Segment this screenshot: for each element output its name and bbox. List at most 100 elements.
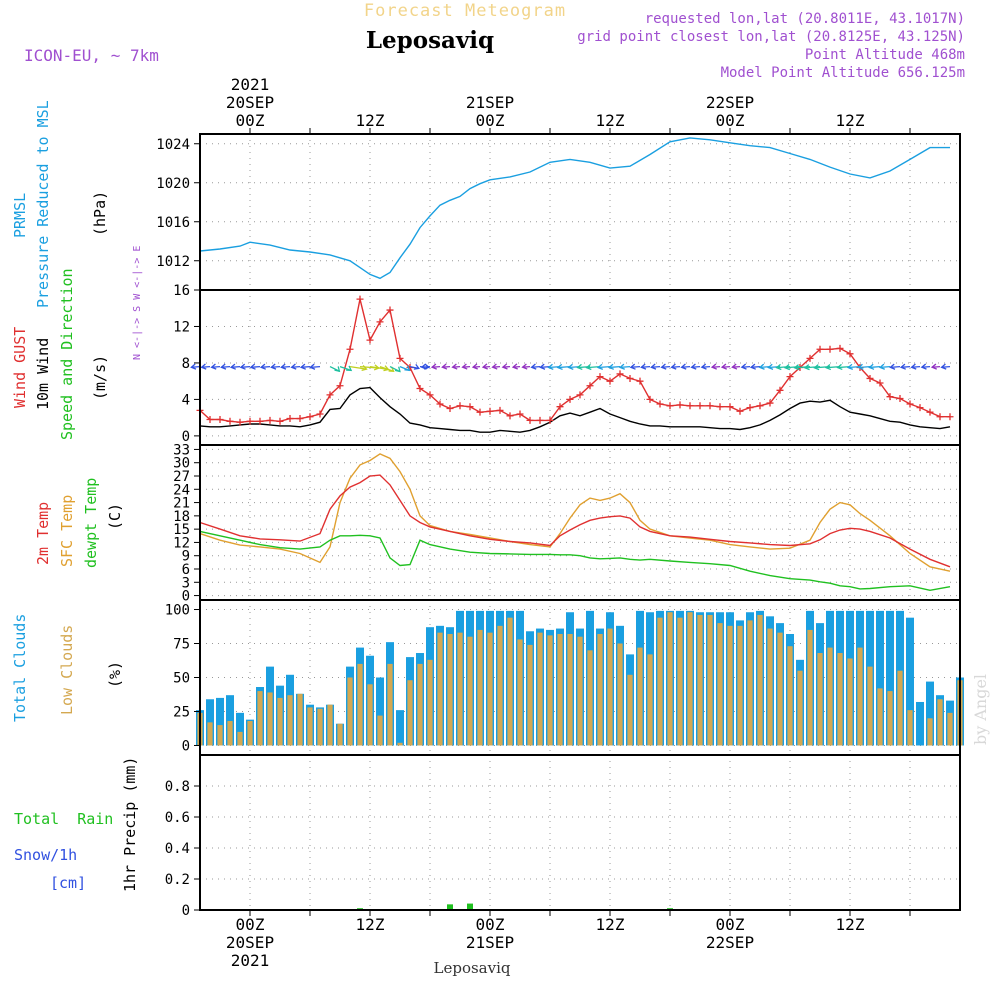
gust-marker [356,295,364,303]
rain-bar [467,903,473,910]
wind-direction-arrow [349,365,367,370]
y-tick-label: 33 [173,442,190,458]
gust-marker [546,416,554,424]
gust-marker [906,400,914,408]
low-clouds-bar [807,629,813,746]
low-clouds-bar [827,647,833,746]
gust-marker [736,407,744,415]
total-clouds-label: Total Clouds [11,614,29,722]
wind-arrow-head [899,363,906,370]
low-clouds-bar [947,712,953,746]
wind-arrow-head [824,363,832,371]
total-clouds-bar [376,677,384,746]
wind-direction-arrow [837,365,851,369]
gust-marker [826,345,834,353]
low-clouds-bar [267,692,273,746]
wind-arrow-head [813,364,820,371]
low-clouds-bar [387,663,393,746]
gust-marker [486,407,494,415]
wind-arrow-head [910,363,917,370]
low-clouds-bar [797,670,803,746]
snow-unit: [cm] [50,874,86,892]
pressure-label-line1: PRMSL [11,193,29,238]
low-clouds-bar [407,680,413,746]
gust-marker [606,377,614,385]
wind-arrow-head [229,363,236,370]
gust-marker [396,354,404,362]
y-tick-label: 1012 [156,254,190,270]
bottom-time-label: 20SEP [226,933,274,952]
low-clouds-bar [857,647,863,746]
gust-marker [516,410,524,418]
top-time-label: 12Z [356,111,385,130]
y-tick-label: 0 [182,903,190,919]
grid-point-coords: grid point closest lon,lat (20.8125E, 43… [577,29,965,45]
wind-arrow-head [720,363,727,370]
wind-arrow-head [878,363,886,370]
wind-direction-arrow [240,365,251,368]
wind-direction-arrow [301,365,311,368]
pressure-line [199,137,950,280]
gust-marker [476,408,484,416]
precip-axis-label: 1hr Precip (mm) [121,757,139,892]
y-tick-label: 6 [182,562,190,578]
bottom-time-label: 00Z [476,915,505,934]
wind-arrow-head [618,363,626,370]
total-clouds-bar [236,712,244,746]
y-tick-label: 75 [173,637,190,653]
y-tick-label: 1016 [156,215,190,231]
top-time-label: 12Z [596,111,625,130]
gust-marker [776,386,784,394]
low-clouds-bar [627,674,633,746]
wind-arrow-head [239,363,246,370]
footer-location: Leposaviq [434,959,511,977]
wind-direction-arrow [794,365,811,369]
gust-marker [616,370,624,378]
wind-arrow-head [413,363,420,370]
top-time-label: 00Z [716,111,745,130]
clouds-unit: (%) [106,661,124,688]
panel-frame [199,133,961,291]
wind-direction-arrow [776,365,791,369]
low-clouds-bar [367,684,373,746]
temp-unit: (C) [106,503,124,530]
low-clouds-bar [887,691,893,746]
wind-arrow-head [501,363,508,370]
wind-arrow-head [530,363,537,370]
gust-marker [636,377,644,385]
gust-marker [576,391,584,399]
gust-marker [716,403,724,411]
temp2m-line [199,474,951,568]
location-title: Leposaviq [366,27,494,54]
low-clouds-bar [257,691,263,746]
gust-marker [566,395,574,403]
low-clouds-bar [817,653,823,746]
top-time-label: 00Z [476,111,505,130]
total-clouds-bar [886,610,894,746]
bottom-time-label: 21SEP [466,933,514,952]
wind-direction-arrow [751,365,761,368]
dewpt-line [199,530,951,592]
gust-marker [366,336,374,344]
low-clouds-bar [457,632,463,746]
gust-marker [276,417,284,425]
low-clouds-bar [907,710,913,746]
gust-marker [506,412,514,420]
wind-speed-label: Speed and Direction [58,268,76,440]
y-tick-label: 0.8 [165,779,190,795]
gust-marker [376,318,384,326]
wind-arrow-head [547,363,554,370]
y-tick-label: 0 [182,589,190,605]
gust-marker [226,417,234,425]
wind-direction-arrow [250,365,261,368]
y-tick-label: 30 [173,456,190,472]
gust-marker [726,403,734,411]
wind-arrow-head [803,364,810,371]
y-tick-label: 3 [182,575,190,591]
y-tick-label: 1020 [156,176,190,192]
top-time-label: 2021 [231,75,270,94]
low-clouds-bar [477,629,483,746]
bottom-time-label: 12Z [356,915,385,934]
top-time-label: 00Z [236,111,265,130]
